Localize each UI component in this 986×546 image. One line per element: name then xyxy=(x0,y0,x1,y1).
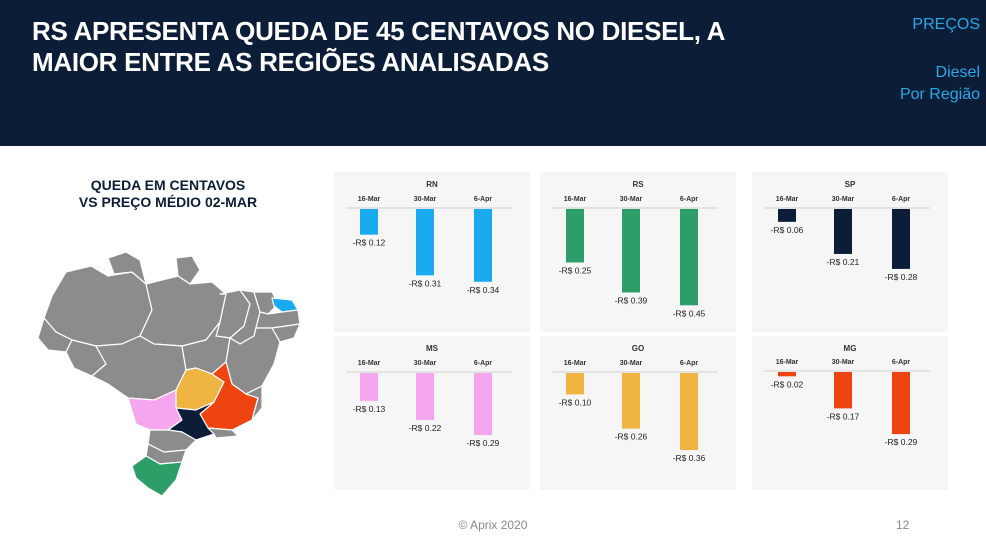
data-label: -R$ 0.21 xyxy=(827,257,860,267)
footer-copyright: © Aprix 2020 xyxy=(458,518,528,532)
data-label: -R$ 0.39 xyxy=(615,295,648,305)
data-label: -R$ 0.28 xyxy=(885,272,918,282)
bar xyxy=(892,372,910,435)
chart-title: GO xyxy=(632,344,644,353)
header-banner: RS APRESENTA QUEDA DE 45 CENTAVOS NO DIE… xyxy=(0,0,986,146)
bar xyxy=(622,209,640,293)
data-label: -R$ 0.06 xyxy=(771,225,804,235)
category-label: 6-Apr xyxy=(680,196,699,203)
brazil-map xyxy=(37,252,301,497)
bar xyxy=(778,372,796,377)
category-label: 30-Mar xyxy=(832,359,855,366)
chart-title: MS xyxy=(426,344,439,353)
data-label: -R$ 0.10 xyxy=(559,397,592,407)
bar xyxy=(680,209,698,306)
chart-panel-sp: SP 16-Mar -R$ 0.06 30-Mar -R$ 0.21 6-Apr -R$ 0… xyxy=(752,172,948,332)
data-label: -R$ 0.22 xyxy=(409,423,442,433)
category-label: 16-Mar xyxy=(564,360,587,367)
data-label: -R$ 0.13 xyxy=(353,404,386,414)
chart-title: RN xyxy=(426,180,438,189)
category-label: 6-Apr xyxy=(892,196,911,203)
map-title: QUEDA EM CENTAVOS VS PREÇO MÉDIO 02-MAR xyxy=(40,177,296,211)
data-label: -R$ 0.31 xyxy=(409,278,442,288)
chart-svg-sp: SP 16-Mar -R$ 0.06 30-Mar -R$ 0.21 6-Apr -R$ 0… xyxy=(764,180,930,282)
chart-svg-rs: RS 16-Mar -R$ 0.25 30-Mar -R$ 0.39 6-Apr -R$ 0… xyxy=(552,180,718,318)
nav-diesel-label: Diesel xyxy=(935,64,980,81)
chart-title: RS xyxy=(632,180,644,189)
map-title-line2: VS PREÇO MÉDIO 02-MAR xyxy=(78,194,258,210)
category-label: 16-Mar xyxy=(564,196,587,203)
category-label: 30-Mar xyxy=(832,196,855,203)
chart-svg-ms: MS 16-Mar -R$ 0.13 30-Mar -R$ 0.22 6-Apr -R$ 0… xyxy=(346,344,512,448)
nav-diesel-por-regiao[interactable]: Diesel Por Região xyxy=(900,62,980,106)
data-label: -R$ 0.29 xyxy=(885,437,918,447)
map-state-mg xyxy=(199,361,259,431)
chart-svg-rn: RN 16-Mar -R$ 0.12 30-Mar -R$ 0.31 6-Apr -R$ 0… xyxy=(346,180,512,295)
map-state-rs xyxy=(131,455,183,497)
bar xyxy=(834,209,852,254)
data-label: -R$ 0.26 xyxy=(615,432,648,442)
page-number: 12 xyxy=(896,518,910,532)
chart-panel-go: GO 16-Mar -R$ 0.10 30-Mar -R$ 0.26 6-Apr -R$ 0… xyxy=(540,336,736,490)
data-label: -R$ 0.12 xyxy=(353,238,386,248)
chart-panel-rn: RN 16-Mar -R$ 0.12 30-Mar -R$ 0.31 6-Apr -R$ 0… xyxy=(334,172,530,332)
data-label: -R$ 0.45 xyxy=(673,308,706,318)
chart-title: SP xyxy=(845,180,856,189)
nav-por-regiao-label: Por Região xyxy=(899,86,980,103)
bar xyxy=(566,373,584,395)
map-state-ap xyxy=(175,255,201,285)
category-label: 16-Mar xyxy=(358,360,381,367)
bar xyxy=(778,209,796,222)
nav-precos[interactable]: PREÇOS xyxy=(912,16,980,33)
map-state-es xyxy=(245,385,263,421)
bar xyxy=(360,373,378,401)
category-label: 16-Mar xyxy=(776,196,799,203)
category-label: 6-Apr xyxy=(892,359,911,366)
data-label: -R$ 0.17 xyxy=(827,411,860,421)
category-label: 6-Apr xyxy=(474,360,493,367)
chart-panel-rs: RS 16-Mar -R$ 0.25 30-Mar -R$ 0.39 6-Apr -R$ 0… xyxy=(540,172,736,332)
chart-svg-go: GO 16-Mar -R$ 0.10 30-Mar -R$ 0.26 6-Apr -R$ 0… xyxy=(552,344,718,463)
bar xyxy=(416,373,434,421)
bar xyxy=(566,209,584,263)
category-label: 30-Mar xyxy=(620,360,643,367)
category-label: 16-Mar xyxy=(358,196,381,203)
category-label: 6-Apr xyxy=(680,360,699,367)
bar xyxy=(892,209,910,269)
chart-panel-mg: MG 16-Mar -R$ 0.02 30-Mar -R$ 0.17 6-Apr -R$ 0… xyxy=(752,336,948,490)
data-label: -R$ 0.34 xyxy=(467,285,500,295)
category-label: 16-Mar xyxy=(776,359,799,366)
map-title-line1: QUEDA EM CENTAVOS xyxy=(90,177,246,193)
chart-title: MG xyxy=(844,344,857,353)
category-label: 30-Mar xyxy=(414,196,437,203)
bar xyxy=(474,373,492,436)
bar xyxy=(622,373,640,429)
data-label: -R$ 0.02 xyxy=(771,379,804,389)
category-label: 6-Apr xyxy=(474,196,493,203)
data-label: -R$ 0.29 xyxy=(467,438,500,448)
data-label: -R$ 0.25 xyxy=(559,266,592,276)
bar xyxy=(680,373,698,451)
page-title: RS APRESENTA QUEDA DE 45 CENTAVOS NO DIE… xyxy=(32,16,725,77)
chart-panel-ms: MS 16-Mar -R$ 0.13 30-Mar -R$ 0.22 6-Apr -R$ 0… xyxy=(334,336,530,490)
bar xyxy=(416,209,434,276)
bar xyxy=(474,209,492,282)
category-label: 30-Mar xyxy=(620,196,643,203)
map-state-mt xyxy=(91,335,187,401)
bar xyxy=(834,372,852,409)
bar xyxy=(360,209,378,235)
chart-svg-mg: MG 16-Mar -R$ 0.02 30-Mar -R$ 0.17 6-Apr -R$ 0… xyxy=(764,344,930,447)
data-label: -R$ 0.36 xyxy=(673,453,706,463)
map-state-rj xyxy=(207,427,239,439)
category-label: 30-Mar xyxy=(414,360,437,367)
